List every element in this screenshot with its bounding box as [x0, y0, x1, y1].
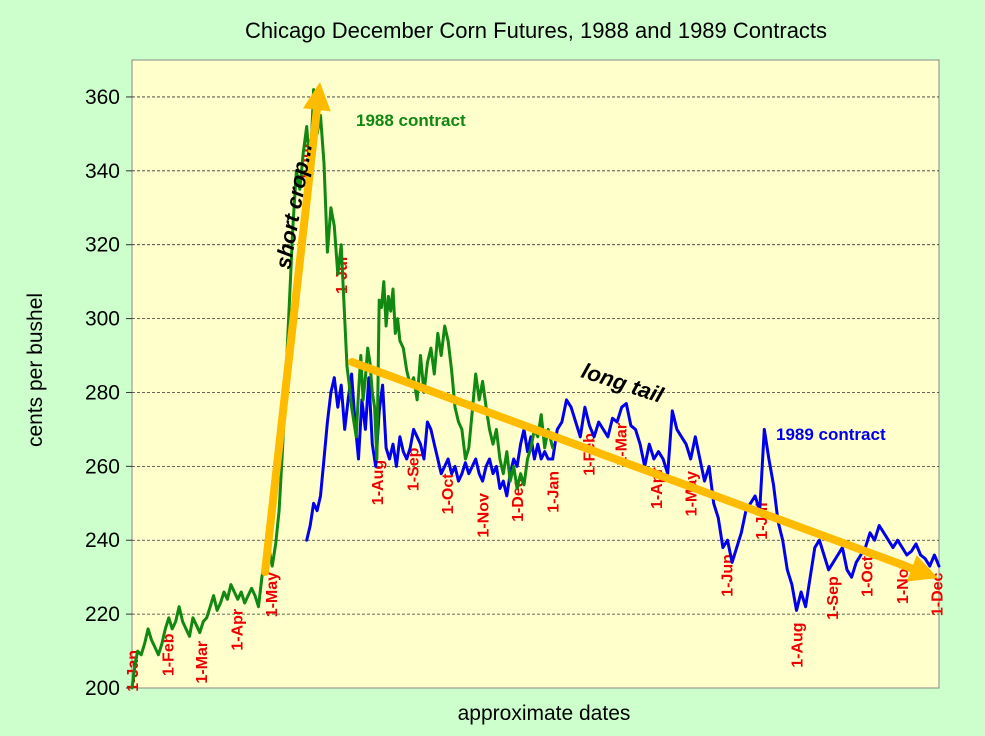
xtick-label: 1-Dec — [930, 572, 947, 616]
xtick-label: 1-Feb — [161, 633, 178, 676]
ytick-label: 300 — [85, 308, 120, 331]
xtick-label: 1-Aug — [789, 622, 806, 667]
xtick-label: 1-Sep — [825, 576, 842, 620]
xtick-label: 1-Feb — [581, 433, 598, 476]
ytick-label: 220 — [85, 603, 120, 626]
arrow-short-crop — [261, 82, 331, 576]
xtick-label: 1-Dec — [510, 478, 527, 522]
ytick-label: 360 — [85, 86, 120, 109]
xtick-label: 1-Mar — [614, 423, 631, 466]
ytick-label: 240 — [85, 529, 120, 552]
xtick-label: 1-Aug — [370, 460, 387, 505]
series-label-1989: 1989 contract — [776, 425, 886, 444]
ytick-label: 260 — [85, 455, 120, 478]
xtick-label: 1-Oct — [860, 555, 877, 597]
xtick-label: 1-Sep — [405, 447, 422, 491]
ytick-label: 340 — [85, 160, 120, 183]
plot-area — [131, 59, 940, 689]
xtick-label: 1-Jan — [546, 471, 563, 513]
arrow-long-tail — [348, 358, 938, 582]
series-line-1989 — [305, 372, 555, 542]
xtick-label: 1-Nov — [476, 493, 493, 538]
ytick-label: 320 — [85, 234, 120, 257]
trend-arrows — [261, 82, 938, 582]
xtick-label: 1-Jun — [719, 554, 736, 597]
x-axis-title: approximate dates — [458, 702, 631, 725]
series-line-1988 — [130, 88, 555, 690]
xtick-label: 1-Mar — [194, 641, 211, 684]
chart-title: Chicago December Corn Futures, 1988 and … — [245, 18, 827, 43]
series-label-1988: 1988 contract — [356, 111, 466, 130]
xtick-label: 1-Oct — [440, 473, 457, 515]
ytick-label: 280 — [85, 381, 120, 404]
xtick-label: 1-May — [264, 572, 281, 617]
gridlines — [132, 96, 939, 615]
ytick-label: 200 — [85, 677, 120, 700]
xtick-label: 1-Apr — [230, 609, 247, 651]
y-axis-title: cents per bushel — [24, 293, 47, 447]
y-axis-ticks: 200 220 240 260 280 300 320 340 360 — [85, 86, 132, 700]
